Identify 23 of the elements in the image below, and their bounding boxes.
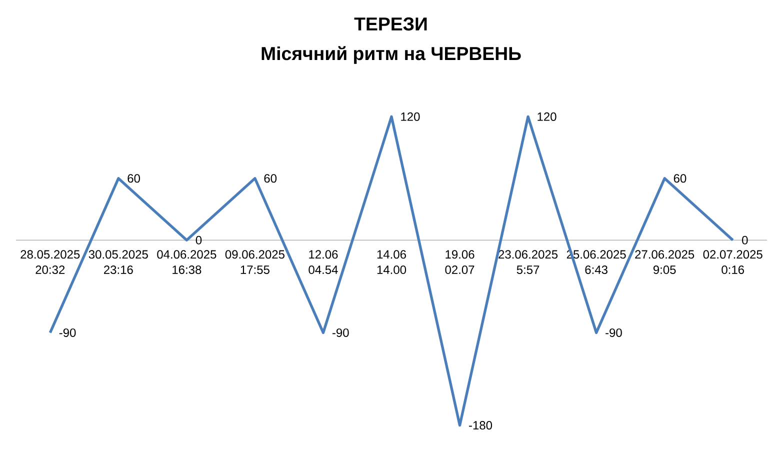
- x-tick-label: 30.05.2025 23:16: [88, 250, 148, 274]
- data-label: -90: [606, 328, 622, 337]
- data-label: -180: [469, 421, 492, 430]
- x-tick-label: 09.06.2025 17:55: [225, 250, 284, 274]
- data-label: 0: [742, 236, 748, 244]
- data-label: -90: [332, 328, 349, 337]
- data-label: 60: [674, 174, 686, 183]
- data-label: 60: [264, 174, 277, 183]
- chart-subtitle: Місячний ритм на ЧЕРВЕНЬ: [262, 46, 521, 64]
- x-tick-label: 23.06.2025 5:57: [498, 250, 558, 274]
- data-label: 0: [196, 236, 202, 244]
- x-tick-label: 14.06 14.00: [377, 250, 406, 274]
- x-tick-label: 28.05.2025 20:32: [20, 250, 80, 274]
- x-tick-label: 04.06.2025 16:38: [157, 250, 216, 274]
- x-tick-label: 19.06 02.07: [445, 250, 474, 274]
- x-tick-label: 12.06 04.54: [308, 250, 338, 274]
- x-tick-label: 02.07.2025 0:16: [703, 250, 762, 274]
- data-label: 120: [538, 112, 556, 121]
- data-label: 120: [401, 112, 420, 121]
- chart-title: ТЕРЕЗИ: [354, 17, 427, 31]
- data-label: -90: [59, 328, 76, 337]
- data-label: 60: [128, 174, 140, 183]
- x-tick-label: 27.06.2025 9:05: [635, 250, 694, 274]
